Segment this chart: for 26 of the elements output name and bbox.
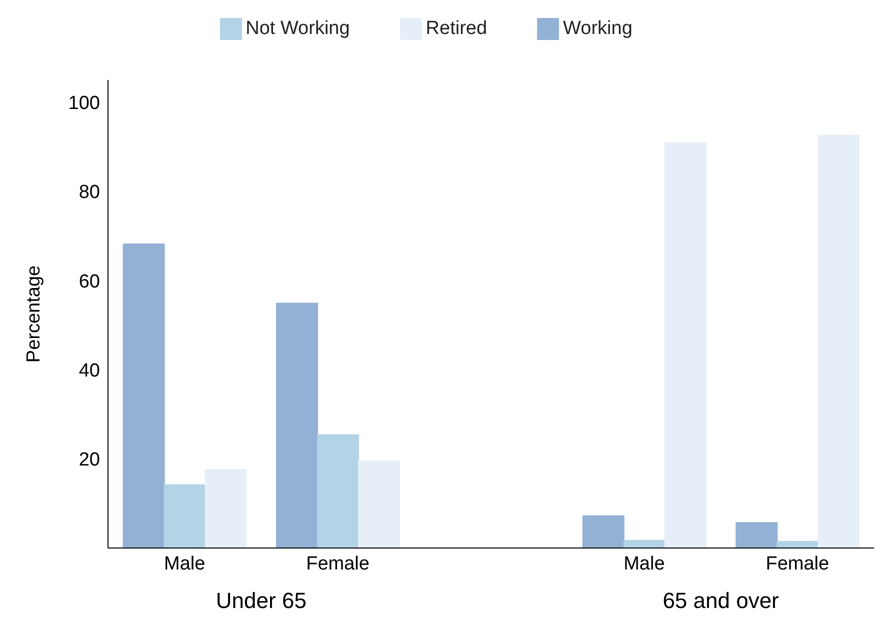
bar — [122, 244, 165, 548]
legend-label: Working — [563, 18, 632, 40]
x-tick-label: Male — [624, 553, 665, 574]
legend-label: Not Working — [246, 18, 350, 40]
y-axis-title: Percentage — [24, 265, 45, 363]
bar — [623, 540, 666, 548]
x-tick-label: Female — [306, 553, 370, 574]
y-tick-label: 40 — [78, 360, 100, 382]
bar — [818, 134, 860, 548]
text: 65 and over — [662, 588, 780, 614]
y-tick-label: 60 — [78, 271, 100, 292]
bar — [582, 515, 624, 548]
y-tick-label: 20 — [78, 450, 100, 471]
y-tick-label: 100 — [68, 93, 100, 114]
bar — [164, 484, 206, 548]
bar — [664, 142, 706, 548]
bar — [276, 302, 318, 548]
y-tick-label: 80 — [78, 182, 100, 204]
text: Under 65 — [214, 588, 308, 614]
x-tick-label: Female — [766, 553, 830, 574]
bar — [317, 434, 360, 548]
legend-label: Retired — [426, 18, 488, 40]
bar — [358, 460, 400, 548]
bar — [204, 469, 247, 548]
x-tick-label: Male — [164, 553, 206, 574]
bar — [736, 522, 778, 548]
